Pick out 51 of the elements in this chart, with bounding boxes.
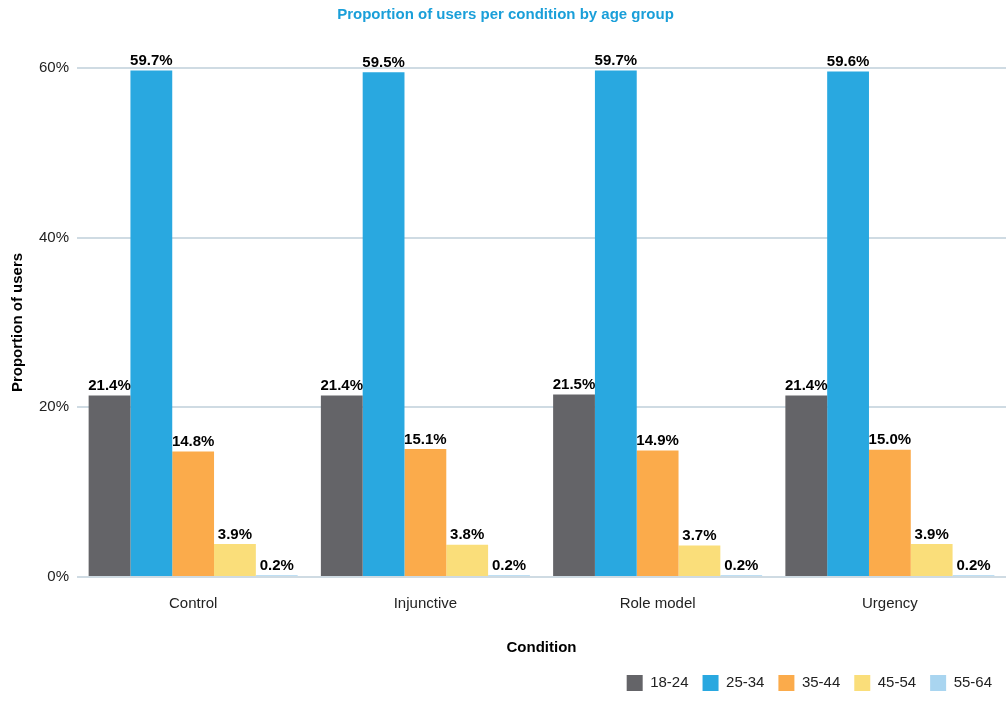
bar [785,395,828,576]
data-label: 21.4% [88,376,131,394]
data-label: 59.7% [130,51,173,69]
bar [446,544,489,576]
bar [636,450,679,576]
legend-label: 18-24 [650,673,689,691]
data-label: 59.7% [594,51,638,69]
data-label: 0.2% [259,555,294,573]
data-label: 15.1% [404,429,447,447]
y-tick-label: 60% [38,58,70,76]
y-tick-label: 0% [47,567,70,585]
bar [362,72,405,576]
data-label: 3.8% [450,525,485,543]
data-label: 14.8% [171,432,215,450]
bar [553,394,595,576]
y-tick-label: 20% [38,397,70,415]
bar [214,543,256,576]
data-label: 3.9% [217,524,253,542]
data-label: 59.6% [826,52,870,70]
legend-label: 25-34 [726,673,765,691]
x-tick-label: Role model [619,594,696,612]
bar [130,70,173,576]
bar [678,545,721,576]
data-label: 21.4% [320,376,364,394]
data-label: 59.5% [362,52,405,70]
x-tick-label: Injunctive [393,594,458,612]
bar [172,451,215,576]
bar [910,543,953,576]
data-label: 14.9% [636,431,679,449]
bar [594,70,637,576]
x-tick-label: Control [168,594,218,612]
y-tick-label: 40% [38,227,70,245]
data-label: 0.2% [491,555,527,573]
bar [404,448,447,576]
x-axis-title: Condition [506,638,577,656]
data-label: 0.2% [724,555,759,573]
data-label: 21.5% [552,375,596,393]
bar [827,71,869,576]
y-axis-title: Proportion of users [8,252,26,393]
legend-label: 35-44 [801,673,841,691]
x-tick-label: Urgency [861,594,919,612]
data-label: 15.0% [868,430,912,448]
legend-label: 45-54 [877,673,917,691]
legend-label: 55-64 [953,673,993,691]
data-label: 3.7% [682,526,717,544]
bar [88,395,131,576]
data-label: 3.9% [914,524,949,542]
chart-title: Proportion of users per condition by age group [337,5,674,23]
data-label: 0.2% [956,555,991,573]
bar [868,449,911,576]
bar [320,395,363,576]
